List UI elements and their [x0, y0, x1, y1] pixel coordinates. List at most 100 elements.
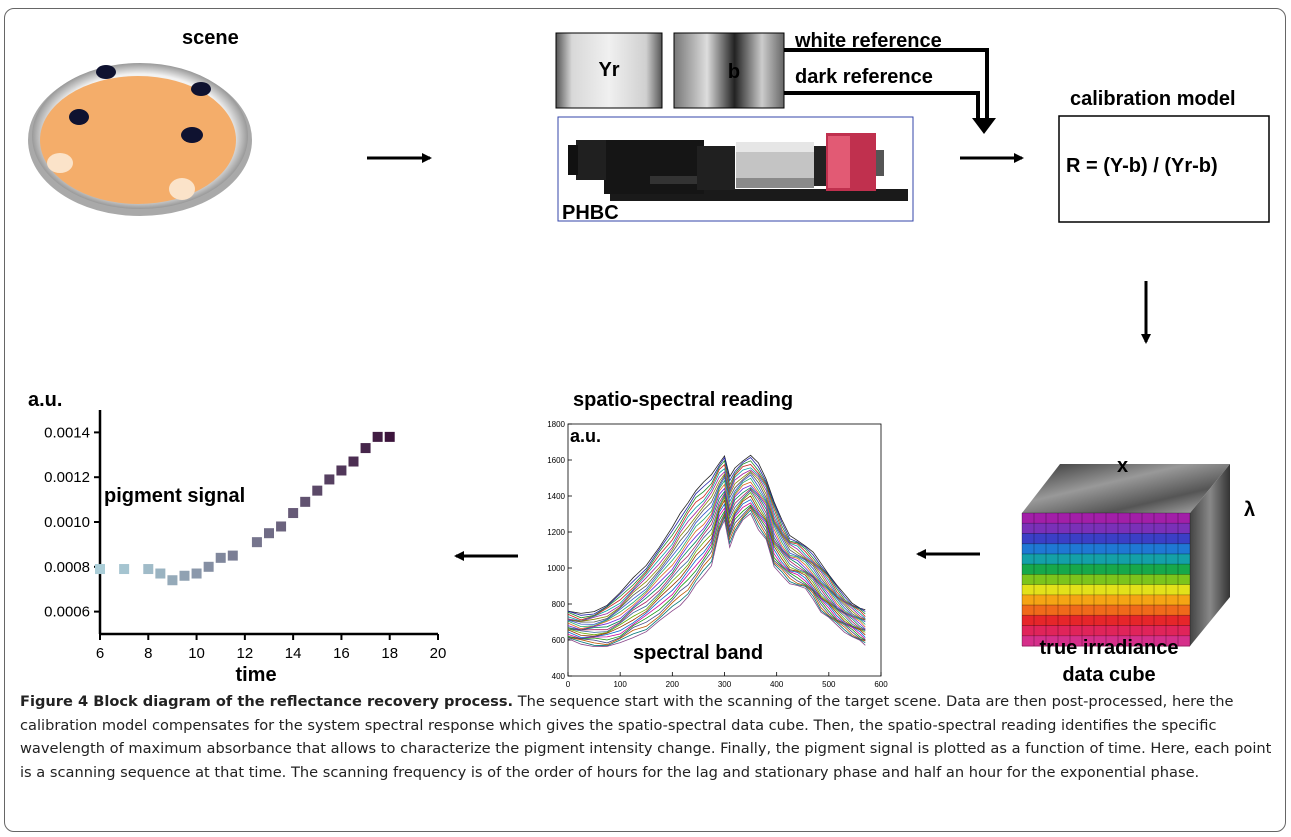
pigment-y-tick-label: 0.0010 [44, 514, 90, 531]
petri-dish [28, 63, 252, 216]
pigment-point [312, 485, 323, 496]
spectral-series-line [567, 467, 866, 622]
cube-band [1022, 605, 1190, 616]
calibration-title: calibration model [1070, 88, 1236, 110]
spectral-series-line [567, 459, 866, 619]
pigment-x-tick-label: 20 [430, 645, 447, 662]
scene-label: scene [182, 27, 239, 49]
spectral-series-line [567, 469, 866, 622]
pigment-point [119, 564, 130, 575]
device-label: PHBC [562, 202, 619, 224]
cube-band [1022, 584, 1190, 596]
spectral-x-tick-label: 400 [770, 680, 784, 689]
spectral-series-line [567, 487, 866, 631]
spectral-x-tick-label: 600 [874, 680, 888, 689]
cube-band [1022, 553, 1190, 565]
dark-reference-label: dark reference [795, 66, 933, 88]
pigment-point [215, 552, 226, 563]
dark-tile-label: b [728, 61, 740, 83]
spectral-x-caption: spectral band [633, 642, 763, 664]
calibration-formula: R = (Y-b) / (Yr-b) [1066, 155, 1218, 177]
spectral-x-tick-label: 300 [718, 680, 732, 689]
spectral-series-line [567, 463, 866, 621]
spectral-series-line [567, 512, 866, 648]
pigment-y-tick-label: 0.0006 [44, 604, 90, 621]
pigment-points [95, 431, 395, 586]
spectral-y-tick-label: 800 [552, 600, 566, 609]
pigment-y-tick-label: 0.0008 [44, 559, 90, 576]
scene-panel: scene [28, 27, 252, 216]
spectral-series-line [567, 502, 866, 640]
cube-band [1022, 543, 1190, 555]
spectral-series-line [567, 456, 866, 616]
spectral-series-line [567, 470, 866, 622]
spectral-y-tick-label: 1400 [547, 492, 565, 501]
spectral-series-line [567, 504, 866, 641]
cube-x-label: x [1117, 455, 1128, 477]
pigment-point [300, 496, 311, 507]
cube-band [1022, 594, 1190, 606]
pigment-point [167, 575, 178, 586]
pigment-point [288, 508, 299, 519]
spectral-x-tick-label: 200 [666, 680, 680, 689]
pigment-point [384, 431, 395, 442]
spectral-series-line [567, 472, 866, 623]
pigment-point [372, 431, 383, 442]
pigment-point [348, 456, 359, 467]
spectral-series-line [567, 481, 866, 630]
pigment-point [191, 568, 202, 579]
pigment-point [324, 474, 335, 485]
pigment-point [179, 570, 190, 581]
spectral-y-tick-label: 1000 [547, 564, 565, 573]
pigment-y-unit: a.u. [28, 389, 62, 411]
pigment-point [264, 528, 274, 539]
cube-lambda-label: λ [1244, 499, 1255, 521]
spectral-axis-ticks: 0 100 200 300 400 500 600 400 600 800 1000 1200 1400… [547, 420, 888, 689]
spectral-series-line [567, 474, 866, 625]
spectral-x-tick-label: 0 [566, 680, 571, 689]
spectral-series-line [567, 484, 866, 631]
pigment-x-tick-label: 18 [381, 645, 398, 662]
caption-lead: Figure 4 Block diagram of the reflectanc… [20, 693, 514, 710]
cube-band [1022, 615, 1190, 627]
spectral-y-tick-label: 1800 [547, 420, 565, 429]
spectral-series-line [567, 489, 866, 633]
cube-top-face [1022, 464, 1230, 513]
data-cube-panel: x λ true irradiance data cube [1021, 455, 1255, 686]
cube-band [1022, 513, 1190, 524]
cube-side-face [1190, 464, 1230, 646]
spectral-series-line [567, 491, 866, 636]
spectral-x-tick-label: 500 [822, 680, 836, 689]
pigment-point [155, 568, 166, 579]
pigment-x-tick-label: 14 [285, 645, 302, 662]
white-reference-tile [555, 32, 663, 109]
pigment-y-tick-label: 0.0014 [44, 424, 90, 441]
spectral-series [567, 454, 866, 648]
cube-band [1022, 574, 1190, 586]
pigment-point [360, 443, 371, 454]
spectral-chart: spatio-spectral reading 0 100 200 300 400 500… [547, 389, 888, 689]
spectral-y-tick-label: 600 [552, 636, 566, 645]
spectral-y-tick-label: 1600 [547, 456, 565, 465]
pigment-x-tick-label: 12 [237, 645, 254, 662]
pigment-y-tick-label: 0.0012 [44, 469, 90, 486]
figure-caption: Figure 4 Block diagram of the reflectanc… [20, 690, 1275, 784]
spectral-x-tick-label: 100 [613, 680, 627, 689]
figure-frame [4, 8, 1286, 832]
calibration-box [1058, 115, 1270, 223]
spectral-title: spatio-spectral reading [573, 389, 793, 411]
pigment-series-label: pigment signal [104, 485, 245, 507]
pigment-point [276, 521, 287, 532]
white-tile-label: Yr [598, 59, 619, 81]
spectral-series-line [567, 495, 866, 637]
pigment-x-label: time [235, 664, 276, 686]
pigment-point [336, 465, 347, 476]
pigment-axes: 6 8 10 12 14 16 18 20 0.0006 0.0008 0.0010 0.0012 0.… [44, 410, 446, 662]
arrow-reference-to-model [972, 118, 996, 134]
reference-connector [784, 48, 989, 123]
cube-band [1022, 625, 1190, 637]
pigment-x-tick-label: 16 [333, 645, 350, 662]
spectral-series-line [567, 488, 866, 631]
spectral-series-line [567, 454, 866, 614]
